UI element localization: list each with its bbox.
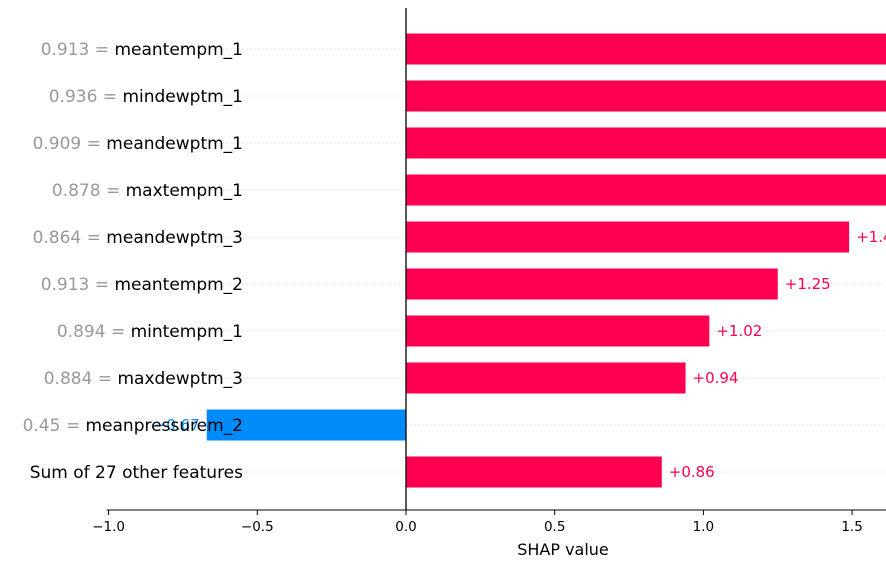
feature-value: 0.909 =: [33, 134, 107, 154]
bar: [406, 362, 686, 394]
bar-value-label: +1.25: [785, 275, 831, 293]
bars: [206, 33, 886, 488]
feature-label: 0.913 = meantempm_2: [41, 275, 243, 295]
feature-value: 0.936 =: [49, 87, 123, 107]
feature-label: 0.936 = mindewptm_1: [49, 87, 243, 107]
bar: [406, 174, 886, 206]
feature-label: 0.884 = maxdewptm_3: [44, 369, 243, 389]
bar: [406, 221, 850, 253]
feature-name: meantempm_2: [114, 275, 243, 295]
feature-name: mintempm_1: [131, 322, 243, 342]
bar: [206, 409, 406, 441]
bar: [406, 80, 886, 112]
x-tick-label: −1.0: [92, 519, 125, 535]
feature-name: maxtempm_1: [126, 181, 243, 201]
feature-label: 0.864 = meandewptm_3: [33, 228, 243, 248]
x-tick-label: 1.5: [841, 519, 862, 535]
feature-value: 0.864 =: [33, 228, 107, 248]
feature-label: 0.913 = meantempm_1: [41, 40, 243, 60]
bar: [406, 33, 886, 65]
x-axis: −1.0−0.50.00.51.01.52.02.53.0: [92, 509, 886, 535]
feature-label: 0.909 = meandewptm_1: [33, 134, 243, 154]
grid-lines: [110, 48, 886, 473]
bar-value-label: +0.94: [693, 369, 739, 387]
feature-value: 0.884 =: [44, 369, 118, 389]
feature-name: meantempm_1: [114, 40, 243, 60]
feature-value: 0.878 =: [52, 181, 126, 201]
feature-value: 0.913 =: [41, 40, 115, 60]
bar: [406, 315, 710, 347]
feature-name: meandewptm_3: [106, 228, 243, 248]
feature-labels: +2.810.913 = meantempm_1+2.80.936 = mind…: [23, 40, 886, 483]
feature-name: Sum of 27 other features: [30, 463, 243, 483]
x-tick-label: 1.0: [693, 519, 714, 535]
x-axis-label: SHAP value: [517, 540, 609, 559]
bar-value-label: +1.49: [856, 228, 886, 246]
feature-name: maxdewptm_3: [117, 369, 243, 389]
bar-value-label: +0.86: [669, 463, 715, 481]
bar: [406, 127, 886, 159]
feature-value: 0.913 =: [41, 275, 115, 295]
feature-label: 0.45 = meanpressurem_2: [23, 416, 243, 436]
feature-name: mindewptm_1: [122, 87, 243, 107]
bar: [406, 456, 662, 488]
feature-name: meanpressurem_2: [85, 416, 243, 436]
feature-label: 0.894 = mintempm_1: [57, 322, 243, 342]
x-tick-label: 0.0: [395, 519, 416, 535]
feature-label: Sum of 27 other features: [30, 463, 243, 483]
feature-label: 0.878 = maxtempm_1: [52, 181, 243, 201]
bar: [406, 268, 778, 300]
x-tick-label: −0.5: [241, 519, 274, 535]
bar-value-label: −0.67: [154, 416, 200, 434]
feature-name: meandewptm_1: [106, 134, 243, 154]
bar-value-label: +1.02: [716, 322, 762, 340]
feature-value: 0.45 =: [23, 416, 86, 436]
feature-value: 0.894 =: [57, 322, 131, 342]
x-tick-label: 0.5: [544, 519, 565, 535]
